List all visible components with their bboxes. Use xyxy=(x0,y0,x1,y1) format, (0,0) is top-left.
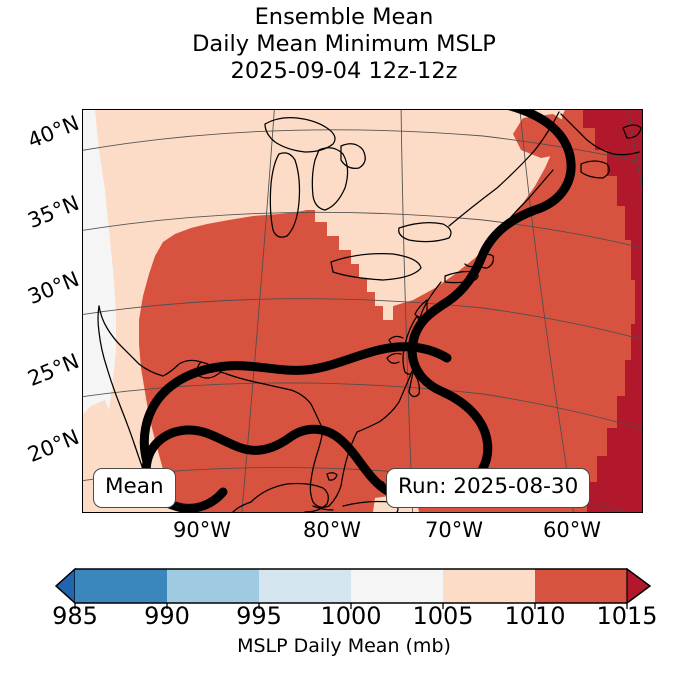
fill-band-1010-1015 xyxy=(139,110,635,512)
lat-tick-label-25n: 25°N xyxy=(24,348,83,391)
lat-tick-label-35n: 35°N xyxy=(24,190,83,233)
colorbar-graphic xyxy=(54,567,652,609)
lake-michigan xyxy=(269,152,301,238)
gulf-coast-texas xyxy=(98,305,164,377)
colorbar-tick-995: 995 xyxy=(236,602,282,630)
gulf-coast-florida-west xyxy=(290,389,324,431)
lake-huron-georgian-bay xyxy=(340,143,366,169)
colorbar-axis-label: MSLP Daily Mean (mb) xyxy=(237,635,451,657)
fill-band-1005-1010-lakes xyxy=(315,210,467,320)
long-island xyxy=(444,270,479,284)
lake-ontario xyxy=(398,222,452,243)
yucatan-coast-west xyxy=(232,501,252,512)
meridian-80w xyxy=(400,110,414,512)
page-title: Ensemble Mean Daily Mean Minimum MSLP 20… xyxy=(0,4,688,85)
colorbar-tick-1010: 1010 xyxy=(504,602,566,630)
colorbar-tick-985: 985 xyxy=(52,602,98,630)
colorbar-band-995-1000 xyxy=(259,569,351,603)
colorbar-band-1005-1010 xyxy=(443,569,535,603)
gulf-coast-panhandle xyxy=(220,371,292,391)
lake-okeechobee xyxy=(326,472,338,481)
newfoundland-tip xyxy=(622,124,642,139)
title-line-1: Ensemble Mean xyxy=(254,4,434,30)
nova-scotia xyxy=(580,160,610,179)
title-line-3: 2025-09-04 12z-12z xyxy=(230,58,458,84)
yucatan-peninsula xyxy=(250,482,329,512)
us-coast-georgia-florida-east xyxy=(340,431,358,487)
colorbar-under-extend xyxy=(55,567,76,605)
colorbar-band-1000-1005 xyxy=(351,569,443,603)
lat-tick-label-40n: 40°N xyxy=(24,110,83,153)
florida-keys xyxy=(312,505,334,511)
parallel-40n xyxy=(83,129,642,163)
map-graphic xyxy=(83,110,642,512)
lake-superior xyxy=(264,117,336,153)
colorbar-tick-990: 990 xyxy=(144,602,190,630)
st-lawrence-river xyxy=(448,111,560,227)
texas-rio-grande xyxy=(97,305,136,447)
florida-peninsula xyxy=(309,429,342,508)
lon-tick-label-80w: 80°W xyxy=(303,518,361,542)
lon-tick-label-70w: 70°W xyxy=(425,518,483,542)
lat-tick-label-30n: 30°N xyxy=(24,266,83,309)
annotation-run-box: Run: 2025-08-30 xyxy=(386,468,591,508)
lon-tick-label-90w: 90°W xyxy=(173,518,231,542)
colorbar-band-990-995 xyxy=(167,569,259,603)
meridian-60w xyxy=(628,110,642,192)
parallel-30n xyxy=(83,298,642,340)
parallel-35n xyxy=(83,211,642,249)
map-panel[interactable] xyxy=(82,109,643,513)
lake-huron xyxy=(311,147,349,211)
colorbar-tick-1005: 1005 xyxy=(412,602,474,630)
canada-maritimes-coast xyxy=(560,113,640,156)
lat-tick-label-20n: 20°N xyxy=(24,424,83,467)
colorbar[interactable]: 985 990 995 1000 1005 1010 1015 MSLP Dai… xyxy=(0,565,688,674)
meridian-70w xyxy=(519,110,574,512)
colorbar-ticks xyxy=(74,603,628,609)
colorbar-tick-1000: 1000 xyxy=(320,602,382,630)
gulf-coast-louisiana xyxy=(162,359,202,377)
meridian-90w xyxy=(241,110,275,512)
lon-tick-label-60w: 60°W xyxy=(543,518,601,542)
title-line-2: Daily Mean Minimum MSLP xyxy=(192,31,496,57)
colorbar-band-985-990 xyxy=(75,569,167,603)
colorbar-band-1010-1015 xyxy=(535,569,627,603)
annotation-mean-box: Mean xyxy=(93,468,176,508)
fill-band-over-1015 xyxy=(583,110,642,512)
colorbar-over-extend xyxy=(626,567,652,605)
us-coast-carolinas xyxy=(356,373,412,433)
chesapeake-inlet-2 xyxy=(386,352,402,364)
fill-band-1005-1010-w-edge xyxy=(83,400,109,440)
lake-erie xyxy=(330,253,422,281)
outer-banks xyxy=(408,371,420,398)
colorbar-tick-1015: 1015 xyxy=(596,602,658,630)
